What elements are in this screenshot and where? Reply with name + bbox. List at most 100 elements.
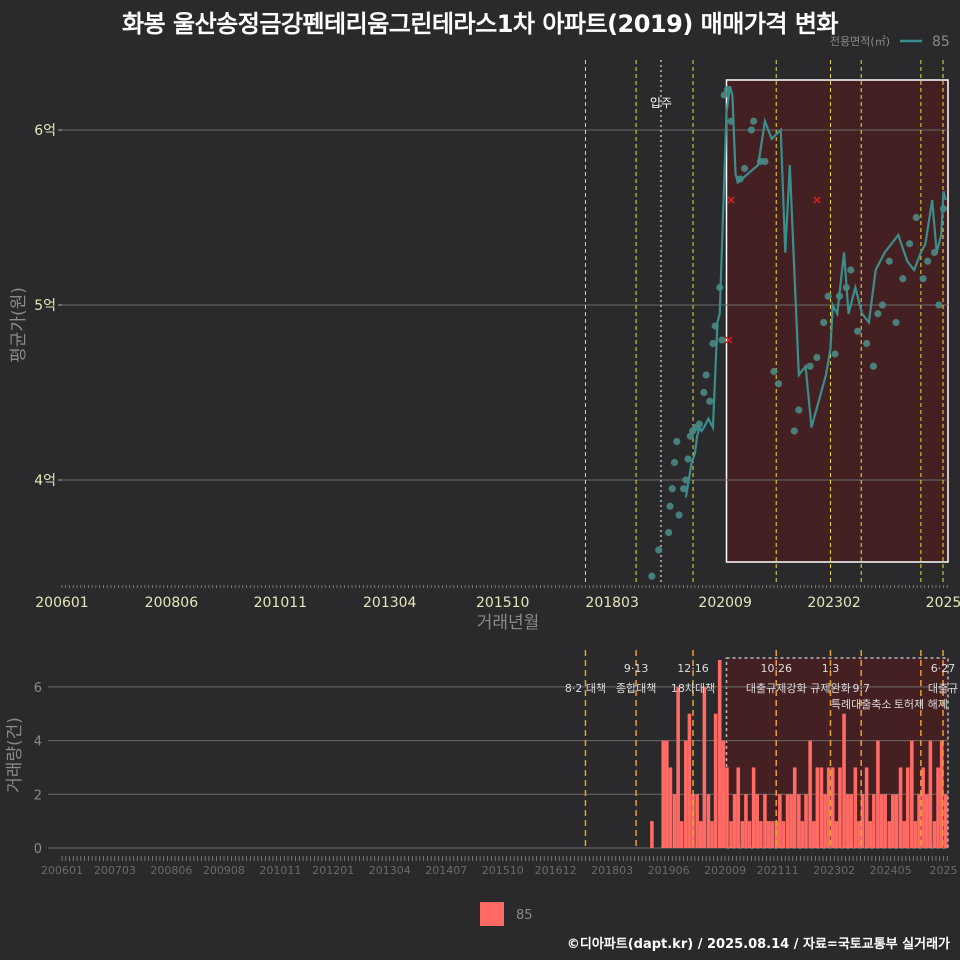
- policy-annotation: 9·13: [624, 662, 649, 675]
- volume-bar: [684, 740, 688, 848]
- price-point: [874, 310, 882, 318]
- volume-x-tick-label: 202009: [704, 864, 746, 877]
- volume-x-tick-label: 200908: [203, 864, 245, 877]
- volume-bar: [857, 821, 861, 848]
- volume-bar: [781, 821, 786, 848]
- volume-bar: [928, 740, 933, 848]
- volume-bar: [860, 794, 865, 848]
- volume-bar: [838, 767, 842, 848]
- volume-x-tick-label: 201906: [648, 864, 690, 877]
- price-point: [670, 458, 679, 467]
- price-point: [770, 367, 778, 376]
- price-point: [806, 362, 814, 370]
- volume-bar: [815, 767, 820, 848]
- volume-bar: [725, 767, 729, 848]
- volume-bar: [853, 767, 858, 848]
- price-point: [790, 427, 798, 435]
- price-point: [679, 485, 688, 493]
- volume-bar: [891, 794, 895, 848]
- volume-y-tick-label: 4: [34, 735, 42, 750]
- volume-bar: [939, 740, 944, 848]
- price-point: [813, 353, 821, 362]
- volume-bar: [868, 821, 873, 848]
- price-point: [709, 339, 717, 348]
- volume-bar: [834, 821, 839, 848]
- price-x-axis-title: 거래년월: [477, 613, 540, 633]
- volume-bar: [778, 794, 782, 848]
- price-point: [747, 126, 755, 134]
- volume-bar: [876, 740, 880, 848]
- policy-annotation: 6·27: [931, 662, 956, 675]
- policy-annotation: 12·16: [677, 662, 709, 675]
- volume-x-tick-label: 202302: [813, 864, 855, 877]
- price-point: [695, 420, 703, 428]
- price-point: [750, 117, 758, 125]
- volume-bar: [826, 767, 831, 848]
- volume-bar: [842, 713, 846, 848]
- price-x-tick-label: 201803: [585, 595, 638, 611]
- price-y-tick-label: 5억: [34, 298, 56, 314]
- volume-bar: [668, 767, 673, 848]
- volume-bar: [672, 794, 677, 848]
- volume-bar: [913, 821, 918, 848]
- volume-bar: [792, 767, 797, 848]
- volume-bar: [910, 740, 914, 848]
- price-x-tick-label: 201304: [363, 595, 417, 611]
- price-point: [718, 336, 726, 344]
- policy-annotation: 종합대책: [616, 682, 656, 695]
- volume-bar: [717, 660, 722, 848]
- price-y-axis-title: 평균가(원): [9, 287, 29, 363]
- volume-x-tick-label: 201407: [425, 864, 467, 877]
- price-point: [702, 371, 710, 379]
- price-y-tick-label: 6억: [34, 123, 56, 139]
- price-panel: 4억 5억 6억 입주 200601 200806 201011 201304 201510 20…: [9, 60, 960, 633]
- volume-bar: [721, 740, 726, 848]
- cancelled-deal-mark: [725, 336, 733, 344]
- price-point: [912, 213, 920, 222]
- volume-x-tick-label: 202405: [870, 864, 912, 877]
- price-point: [666, 502, 674, 510]
- volume-bar: [883, 794, 887, 848]
- volume-bar: [917, 794, 921, 848]
- price-x-tick-label: 2025: [926, 595, 960, 611]
- price-point: [905, 240, 914, 248]
- volume-bar: [661, 740, 666, 848]
- price-x-tick-label: 200601: [35, 595, 88, 611]
- policy-annotation: 토허제 해제: [894, 697, 948, 711]
- price-x-tick-label: 202009: [698, 595, 751, 611]
- volume-bar: [830, 767, 835, 848]
- price-point: [655, 546, 663, 554]
- price-point: [761, 157, 769, 166]
- price-y-tick-label: 4억: [34, 473, 56, 489]
- volume-bar: [763, 794, 767, 848]
- cancelled-deal-mark: [813, 196, 821, 204]
- price-series-line-85: [684, 85, 947, 498]
- price-point: [774, 380, 783, 388]
- price-point: [899, 275, 907, 283]
- volume-bar: [706, 794, 711, 848]
- volume-bar: [744, 794, 748, 848]
- price-point: [892, 318, 900, 327]
- price-point: [820, 318, 828, 327]
- volume-bar: [740, 821, 745, 848]
- volume-bar: [921, 767, 925, 848]
- price-point: [847, 266, 855, 274]
- price-point: [885, 257, 893, 265]
- volume-y-tick-label: 0: [34, 842, 42, 857]
- policy-annotation: 9·7: [852, 682, 870, 695]
- price-legend-title: 전용면적(㎡): [830, 35, 890, 48]
- policy-annotation: 10·26: [760, 662, 792, 675]
- volume-x-tick-label: 2025: [929, 864, 957, 877]
- volume-panel: 0 2 4 6 거래량(건) 8·2 대책 9·13 종합대책 12·16 18차대책 10·26 대…: [5, 650, 958, 877]
- volume-bar: [679, 821, 684, 848]
- price-x-tick-label: 200806: [145, 595, 199, 611]
- volume-bar: [747, 821, 752, 848]
- price-point: [706, 397, 714, 405]
- volume-bar: [770, 821, 774, 848]
- volume-bar: [713, 713, 718, 848]
- volume-bar: [864, 767, 869, 848]
- volume-bar: [797, 794, 801, 848]
- price-point: [824, 292, 832, 300]
- volume-bar: [695, 794, 699, 848]
